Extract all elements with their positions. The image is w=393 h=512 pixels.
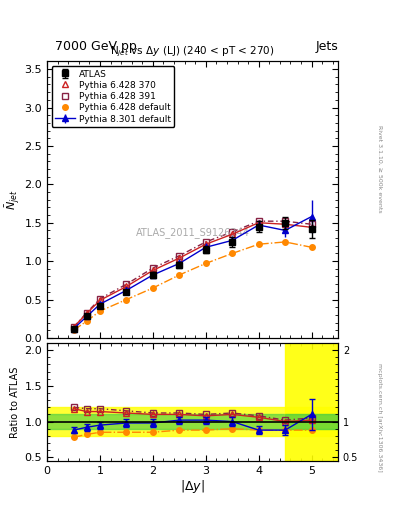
Y-axis label: Ratio to ATLAS: Ratio to ATLAS xyxy=(10,366,20,438)
Pythia 6.428 370 xyxy=(204,241,208,247)
Pythia 6.428 default xyxy=(256,241,261,247)
Pythia 6.428 391 xyxy=(309,221,314,227)
Pythia 6.428 370 xyxy=(177,255,182,261)
Pythia 6.428 391 xyxy=(84,309,89,315)
Pythia 6.428 default xyxy=(151,285,155,291)
Pythia 6.428 370 xyxy=(230,231,235,237)
Text: Rivet 3.1.10, ≥ 500k events: Rivet 3.1.10, ≥ 500k events xyxy=(377,125,382,213)
Line: Pythia 6.428 default: Pythia 6.428 default xyxy=(71,239,314,333)
Pythia 6.428 370 xyxy=(98,297,103,303)
Pythia 6.428 391 xyxy=(230,229,235,235)
Pythia 6.428 391 xyxy=(98,295,103,302)
Line: Pythia 6.428 391: Pythia 6.428 391 xyxy=(71,219,314,330)
Pythia 6.428 370 xyxy=(283,221,287,227)
Text: Jets: Jets xyxy=(315,40,338,53)
Pythia 6.428 370 xyxy=(309,224,314,230)
Legend: ATLAS, Pythia 6.428 370, Pythia 6.428 391, Pythia 6.428 default, Pythia 8.301 de: ATLAS, Pythia 6.428 370, Pythia 6.428 39… xyxy=(51,66,174,127)
Bar xyxy=(47,407,338,436)
Pythia 6.428 391 xyxy=(177,252,182,259)
Pythia 6.428 default xyxy=(177,272,182,278)
Line: Pythia 6.428 370: Pythia 6.428 370 xyxy=(71,220,314,330)
Text: N$_{jet}$ vs $\Delta y$ (LJ) (240 < pT < 270): N$_{jet}$ vs $\Delta y$ (LJ) (240 < pT <… xyxy=(110,44,275,59)
Pythia 6.428 default xyxy=(283,239,287,245)
Bar xyxy=(285,414,338,429)
Pythia 6.428 370 xyxy=(256,220,261,226)
Pythia 6.428 391 xyxy=(283,218,287,224)
Pythia 6.428 default xyxy=(204,260,208,266)
Pythia 6.428 default xyxy=(309,244,314,250)
Pythia 6.428 default xyxy=(230,250,235,257)
Text: ATLAS_2011_S9126244: ATLAS_2011_S9126244 xyxy=(136,227,250,238)
Pythia 6.428 370 xyxy=(71,324,76,330)
Y-axis label: $\bar{N}_{jet}$: $\bar{N}_{jet}$ xyxy=(3,189,22,210)
Text: mcplots.cern.ch [arXiv:1306.3436]: mcplots.cern.ch [arXiv:1306.3436] xyxy=(377,363,382,472)
Pythia 6.428 391 xyxy=(256,218,261,224)
Pythia 6.428 370 xyxy=(151,267,155,273)
Pythia 6.428 391 xyxy=(71,324,76,330)
Text: 7000 GeV pp: 7000 GeV pp xyxy=(55,40,137,53)
Pythia 6.428 391 xyxy=(204,239,208,245)
X-axis label: |$\Delta y$|: |$\Delta y$| xyxy=(180,478,205,496)
Pythia 6.428 default xyxy=(124,296,129,303)
Pythia 6.428 default xyxy=(84,318,89,324)
Pythia 6.428 370 xyxy=(84,310,89,316)
Pythia 6.428 370 xyxy=(124,283,129,289)
Pythia 6.428 391 xyxy=(151,265,155,271)
Pythia 6.428 391 xyxy=(124,281,129,287)
Bar xyxy=(47,414,338,429)
Pythia 6.428 default xyxy=(98,308,103,314)
Pythia 6.428 default xyxy=(71,327,76,333)
Bar xyxy=(285,343,338,461)
